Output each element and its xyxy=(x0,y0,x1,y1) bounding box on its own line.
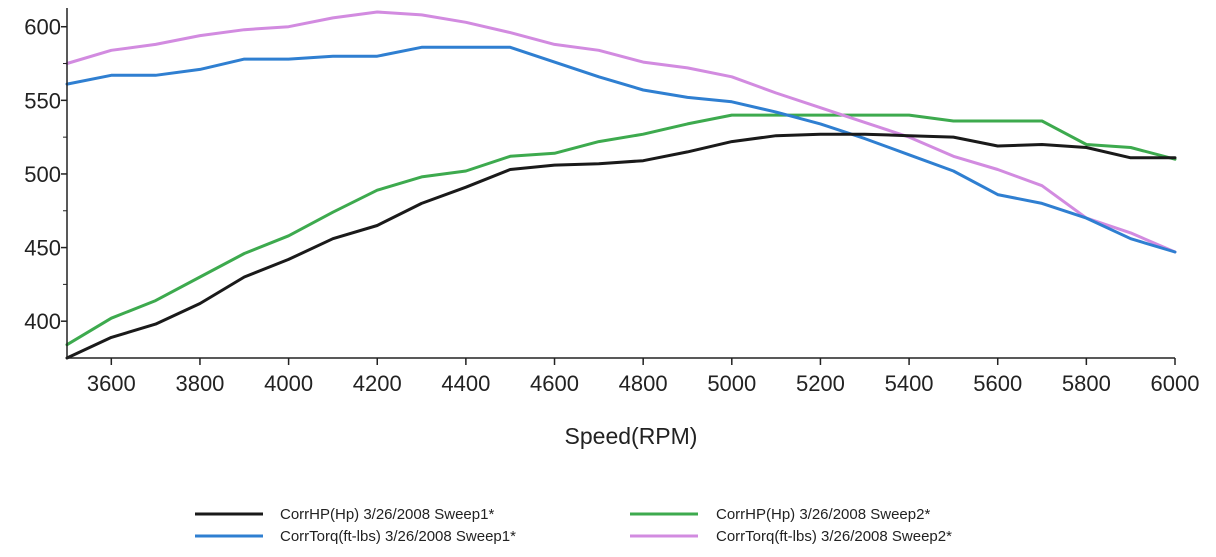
legend: CorrHP(Hp) 3/26/2008 Sweep1* CorrTorq(ft-… xyxy=(195,506,952,545)
x-tick-label: 5800 xyxy=(1062,371,1111,396)
x-tick-label: 5400 xyxy=(885,371,934,396)
x-tick-label: 4200 xyxy=(353,371,402,396)
x-tick-label: 4000 xyxy=(264,371,313,396)
x-tick-label: 5000 xyxy=(707,371,756,396)
legend-entry: CorrTorq(ft-lbs) 3/26/2008 Sweep1* xyxy=(195,528,516,545)
legend-entry: CorrHP(Hp) 3/26/2008 Sweep2* xyxy=(630,506,930,523)
x-tick-label: 5200 xyxy=(796,371,845,396)
y-tick-label: 400 xyxy=(24,309,61,334)
y-tick-label: 550 xyxy=(24,88,61,113)
x-tick-label: 4800 xyxy=(619,371,668,396)
series-line-4 xyxy=(65,10,1177,254)
y-tick-label: 500 xyxy=(24,162,61,187)
axes xyxy=(66,8,1175,359)
y-tick-label: 450 xyxy=(24,236,61,261)
x-tick-label: 5600 xyxy=(973,371,1022,396)
x-tick-label: 3800 xyxy=(175,371,224,396)
x-tick-label: 6000 xyxy=(1151,371,1200,396)
x-tick-label: 4600 xyxy=(530,371,579,396)
legend-entry: CorrHP(Hp) 3/26/2008 Sweep1* xyxy=(195,506,494,523)
legend-label: CorrHP(Hp) 3/26/2008 Sweep2* xyxy=(716,506,930,523)
ticks: 3600 3800 4000 4200 4400 4600 4800 5000 5200 5400… xyxy=(24,15,1199,396)
legend-label: CorrHP(Hp) 3/26/2008 Sweep1* xyxy=(280,506,494,523)
series-line-2 xyxy=(65,45,1177,254)
x-tick-label: 3600 xyxy=(87,371,136,396)
y-tick-label: 600 xyxy=(24,15,61,40)
series-line-3 xyxy=(65,113,1177,347)
legend-label: CorrTorq(ft-lbs) 3/26/2008 Sweep1* xyxy=(280,528,516,545)
x-tick-label: 4400 xyxy=(441,371,490,396)
series-line-1 xyxy=(65,132,1177,360)
legend-entry: CorrTorq(ft-lbs) 3/26/2008 Sweep2* xyxy=(630,528,952,545)
legend-label: CorrTorq(ft-lbs) 3/26/2008 Sweep2* xyxy=(716,528,952,545)
x-axis-title: Speed(RPM) xyxy=(565,423,698,449)
series-lines xyxy=(65,10,1177,360)
